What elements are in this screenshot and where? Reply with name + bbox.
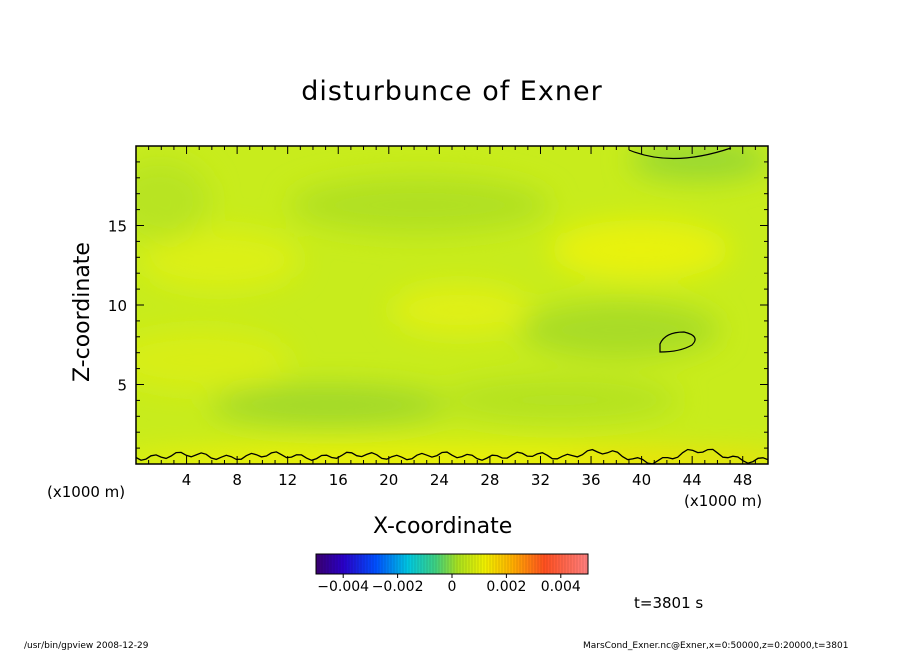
colorbar-stripes xyxy=(318,554,587,574)
x-unit-label-left: (x1000 m) xyxy=(47,483,126,501)
colorbar: −0.004 −0.002 0 0.002 0.004 xyxy=(315,553,589,595)
x-tick-label: 48 xyxy=(733,471,752,489)
y-tick-label: 15 xyxy=(108,218,127,236)
colorbar-tick-label: −0.002 xyxy=(372,579,424,595)
x-tick-label: 4 xyxy=(182,471,192,489)
x-tick-label: 32 xyxy=(531,471,550,489)
colorbar-tick-label: −0.004 xyxy=(317,579,369,595)
y-tick-label: 10 xyxy=(108,297,127,315)
x-tick-label: 20 xyxy=(379,471,398,489)
colorbar-tick-label: 0 xyxy=(448,579,457,595)
field-shading xyxy=(136,146,768,464)
x-tick-label: 36 xyxy=(581,471,600,489)
colorbar-gradient xyxy=(316,554,588,574)
contour-line-island xyxy=(659,331,696,353)
x-unit-label-right: (x1000 m) xyxy=(684,492,763,510)
x-tick-label: 8 xyxy=(232,471,242,489)
colorbar-tick-label: 0.002 xyxy=(486,579,526,595)
footer-program-date: /usr/bin/gpview 2008-12-29 xyxy=(24,641,149,651)
x-tick-label: 24 xyxy=(430,471,449,489)
time-annotation: t=3801 s xyxy=(634,594,704,612)
contour-line-bottom xyxy=(136,448,768,464)
chart-title: disturbunce of Exner xyxy=(301,76,603,107)
x-tick-label: 28 xyxy=(480,471,499,489)
x-tick-label: 12 xyxy=(278,471,297,489)
x-tick-label: 44 xyxy=(683,471,702,489)
x-tick-label: 16 xyxy=(329,471,348,489)
colorbar-tick-label: 0.004 xyxy=(541,579,581,595)
contour-line-top xyxy=(628,147,732,160)
x-axis-label: X-coordinate xyxy=(373,514,513,539)
footer-data-source: MarsCond_Exner.nc@Exner,x=0:50000,z=0:20… xyxy=(583,641,849,651)
y-tick-label: 5 xyxy=(117,377,127,395)
x-tick-label: 40 xyxy=(632,471,651,489)
